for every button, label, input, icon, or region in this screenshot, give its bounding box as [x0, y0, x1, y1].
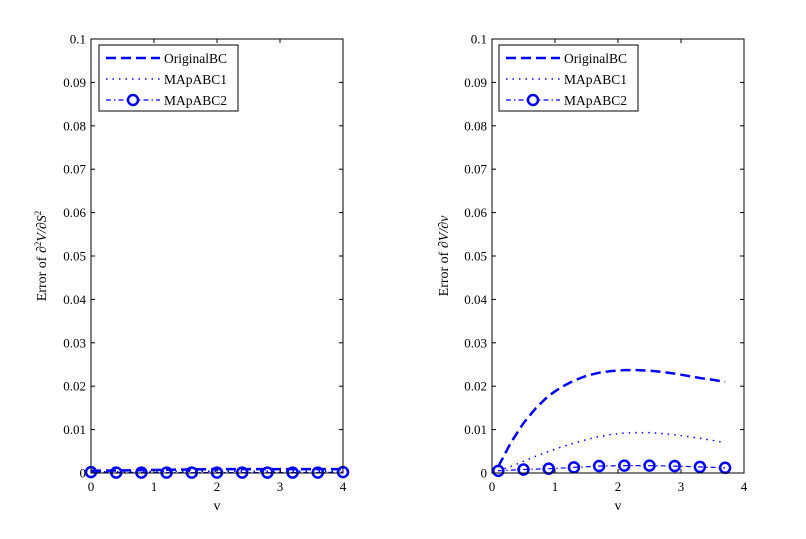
left-y-axis-label-prefix: Error of — [35, 253, 50, 301]
right-series-originalbc-line — [497, 368, 726, 468]
right-legend-label-mapabc1: MApABC1 — [564, 72, 627, 87]
left-legend-label-originalbc: OriginalBC — [164, 51, 227, 66]
right-y-tick-label: 0.05 — [464, 249, 487, 264]
right-y-axis-label-prefix: Error of — [437, 248, 452, 296]
right-x-tick-label: 1 — [552, 479, 559, 494]
right-series-mapabc2-line — [498, 465, 726, 472]
right-series-mapabc2-marker — [517, 463, 530, 476]
right-x-axis-label: v — [615, 499, 622, 514]
left-chart: 0 0.01 0.02 0.03 0.04 0.05 0.06 0.07 0.08 0.09 0.1… — [33, 32, 350, 514]
left-y-tick-label: 0.06 — [63, 205, 86, 220]
right-x-tick-label: 4 — [741, 479, 748, 494]
left-ticks: 0 0.01 0.02 0.03 0.04 0.05 0.06 0.07 0.08 0.09 0.1… — [63, 32, 347, 495]
right-y-axis-label: Error of ∂V/∂v — [437, 215, 452, 296]
left-legend: OriginalBC MApABC1 MApABC2 — [98, 44, 239, 112]
right-legend-marker-mapabc2 — [526, 93, 540, 107]
right-y-tick-label: 0.07 — [464, 162, 487, 177]
left-y-tick-label: 0.08 — [63, 118, 86, 133]
left-y-tick-label: 0.1 — [70, 32, 86, 47]
right-chart: 0 0.01 0.02 0.03 0.04 0.05 0.06 0.07 0.08 0.09 0.1… — [437, 32, 748, 515]
right-y-tick-label: 0.04 — [464, 292, 487, 307]
right-series-mapabc2-marker — [668, 459, 681, 473]
left-y-tick-label: 0.09 — [63, 75, 86, 90]
right-y-tick-label: 0.01 — [464, 422, 487, 437]
left-x-tick-label: 2 — [214, 479, 221, 494]
left-y-tick-label: 0 — [80, 466, 87, 481]
left-x-tick-label: 0 — [88, 479, 95, 494]
left-x-tick-label: 4 — [340, 479, 347, 494]
right-x-tick-label: 2 — [615, 479, 622, 494]
right-y-tick-label: 0.06 — [464, 205, 487, 220]
right-y-tick-label: 0.02 — [464, 379, 487, 394]
left-legend-label-mapabc1: MApABC1 — [164, 72, 227, 87]
left-legend-marker-mapabc2 — [126, 93, 140, 107]
right-y-tick-label: 0 — [481, 466, 488, 481]
right-y-tick-label: 0.08 — [464, 118, 487, 133]
left-y-tick-label: 0.02 — [63, 379, 86, 394]
right-x-tick-label: 3 — [678, 479, 685, 494]
left-x-tick-label: 3 — [277, 479, 284, 494]
left-y-tick-label: 0.04 — [63, 292, 86, 307]
right-legend: OriginalBC MApABC1 MApABC2 — [498, 44, 639, 112]
right-series-mapabc2-marker — [643, 459, 656, 472]
right-series-mapabc2-marker — [592, 459, 606, 473]
left-y-tick-label: 0.05 — [63, 249, 86, 264]
right-series-mapabc2-marker — [618, 459, 631, 472]
right-series-mapabc2-marker — [567, 461, 581, 474]
right-series-mapabc2-marker — [492, 464, 505, 478]
right-series-mapabc2-marker — [542, 462, 555, 475]
left-y-tick-label: 0.01 — [63, 422, 86, 437]
left-y-tick-label: 0.03 — [63, 335, 86, 350]
right-y-tick-label: 0.03 — [464, 335, 487, 350]
right-y-tick-label: 0.1 — [471, 32, 487, 47]
right-plot-area — [492, 368, 732, 478]
left-y-tick-label: 0.07 — [63, 162, 86, 177]
left-x-axis-label: v — [214, 499, 221, 514]
right-series-mapabc1-line — [498, 431, 726, 472]
left-y-axis-label-math: ∂2V/∂S2 — [33, 211, 50, 253]
right-y-axis-label-math: ∂V/∂v — [437, 215, 452, 248]
right-legend-label-mapabc2: MApABC2 — [564, 93, 627, 108]
left-y-axis-label: Error of ∂2V/∂S2 — [33, 211, 50, 301]
right-x-tick-label: 0 — [489, 479, 496, 494]
right-ticks: 0 0.01 0.02 0.03 0.04 0.05 0.06 0.07 0.08 0.09 0.1… — [464, 32, 748, 495]
left-x-tick-label: 1 — [151, 479, 158, 494]
right-y-tick-label: 0.09 — [464, 75, 487, 90]
left-legend-label-mapabc2: MApABC2 — [164, 93, 227, 108]
right-series-mapabc2-marker — [693, 460, 707, 474]
right-legend-label-originalbc: OriginalBC — [564, 51, 627, 66]
